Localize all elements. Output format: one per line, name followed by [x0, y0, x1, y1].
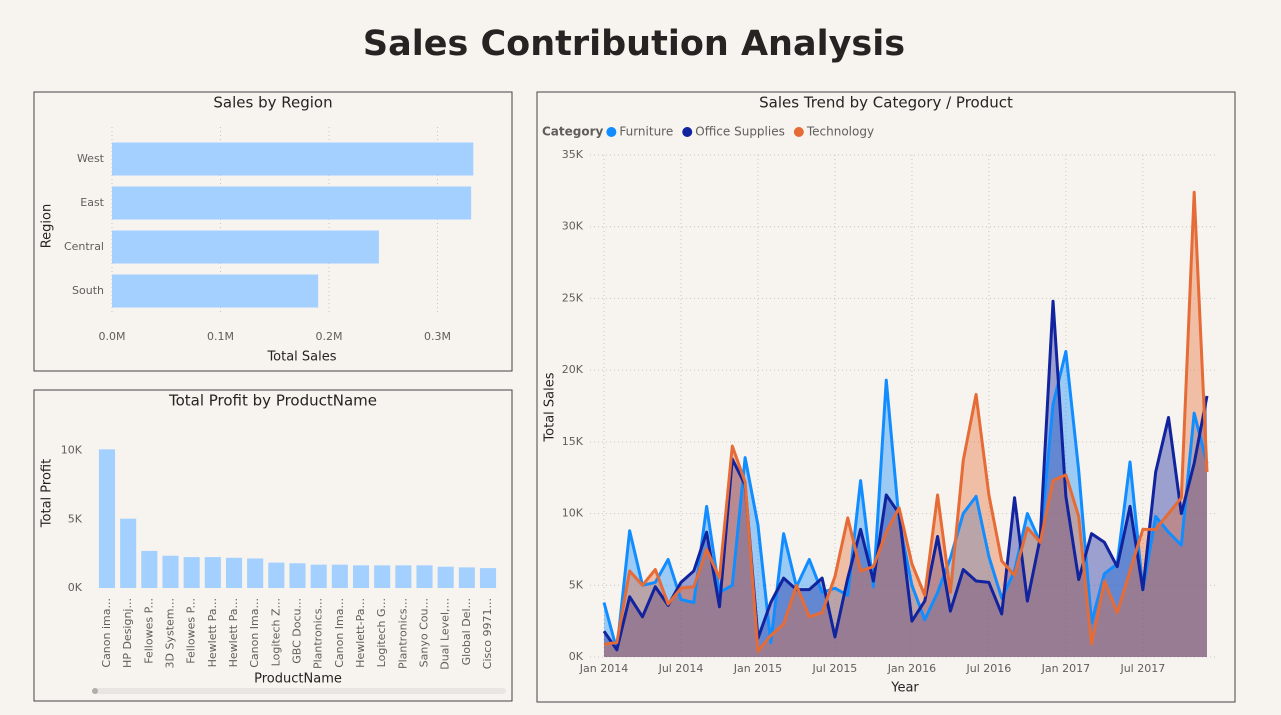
- scrollbar[interactable]: [92, 688, 506, 694]
- y-tick-label: 5K: [569, 578, 584, 591]
- y-tick-label: 10K: [61, 444, 83, 457]
- line: [602, 299, 1209, 652]
- x-tick-label: Jul 2014: [658, 662, 704, 675]
- legend-label: Technology: [806, 125, 874, 139]
- x-tick-label: 3D System...: [163, 598, 176, 668]
- bar: [112, 230, 379, 264]
- y-tick-label: South: [72, 284, 104, 297]
- bar: [437, 566, 454, 588]
- x-axis-title: ProductName: [254, 672, 342, 687]
- x-tick-label: Jul 2015: [812, 662, 858, 675]
- y-tick-label: 25K: [562, 291, 584, 304]
- bar: [374, 565, 391, 588]
- x-tick-label: Jan 2016: [887, 662, 936, 675]
- x-tick-label: Sanyo Cou...: [418, 598, 431, 667]
- x-tick-label: Fellowes P...: [185, 598, 198, 664]
- legend-title: Category: [542, 125, 604, 139]
- bar: [310, 564, 327, 588]
- y-axis-title: Total Sales: [543, 372, 558, 442]
- y-tick-label: 35K: [562, 148, 584, 161]
- bar: [225, 557, 243, 588]
- x-tick-label: Hewlett Pa...: [206, 598, 219, 667]
- y-axis-title: Region: [40, 204, 55, 249]
- x-tick-label: Logitech Z...: [269, 598, 282, 666]
- bar: [112, 274, 319, 308]
- x-tick-label: GBC Docu...: [291, 598, 304, 664]
- x-tick-label: Canon Ima...: [333, 598, 346, 668]
- area: [604, 192, 1207, 657]
- bar: [247, 558, 264, 588]
- x-tick-label: Global Del...: [460, 598, 473, 665]
- panel: [33, 389, 513, 702]
- x-tick-label: Hewlett Pa...: [227, 598, 240, 667]
- x-axis-title: Year: [890, 681, 919, 696]
- y-tick-label: West: [77, 152, 105, 165]
- bar: [395, 565, 412, 588]
- y-tick-label: 15K: [562, 435, 584, 448]
- legend-label: Furniture: [619, 125, 673, 139]
- bar: [162, 555, 179, 588]
- x-axis-title: Total Sales: [266, 350, 336, 365]
- x-tick-label: 0.0M: [99, 330, 126, 343]
- bar: [120, 518, 137, 588]
- x-tick-label: Logitech G...: [375, 598, 388, 667]
- x-tick-label: 0.2M: [316, 330, 343, 343]
- x-tick-label: Canon Ima...: [248, 598, 261, 668]
- x-tick-label: HP Designj...: [121, 598, 134, 668]
- bar: [416, 565, 433, 588]
- dashboard-title: Sales Contribution Analysis: [363, 24, 905, 64]
- line: [603, 190, 1209, 653]
- panel: [536, 91, 1236, 703]
- panel: [33, 91, 513, 372]
- legend-marker: [682, 127, 693, 137]
- x-tick-label: Canon ima...: [100, 598, 113, 668]
- bar: [268, 562, 285, 588]
- y-tick-label: 0K: [569, 650, 584, 663]
- bar: [112, 142, 474, 176]
- bar: [141, 550, 158, 588]
- y-tick-label: 30K: [562, 220, 584, 233]
- y-tick-label: 10K: [562, 507, 584, 520]
- x-tick-label: Plantronics...: [396, 598, 409, 669]
- bar: [289, 563, 306, 588]
- x-tick-label: Jan 2017: [1041, 662, 1090, 675]
- chart-title: Sales by Region: [213, 94, 332, 112]
- legend-label: Office Supplies: [695, 125, 785, 139]
- line: [602, 349, 1209, 652]
- chart-title: Sales Trend by Category / Product: [759, 94, 1013, 112]
- chart-title: Total Profit by ProductName: [168, 392, 377, 410]
- y-axis-title: Total Profit: [40, 459, 55, 528]
- x-tick-label: 0.3M: [424, 330, 451, 343]
- x-tick-label: Jul 2017: [1119, 662, 1165, 675]
- bar: [98, 449, 116, 588]
- y-tick-label: East: [80, 196, 104, 209]
- bar: [458, 567, 475, 588]
- bar: [331, 564, 348, 588]
- x-tick-label: Jul 2016: [966, 662, 1012, 675]
- x-tick-label: Cisco 9971...: [481, 598, 494, 669]
- y-tick-label: Central: [64, 240, 104, 253]
- legend-marker: [606, 127, 617, 137]
- x-tick-label: Jan 2015: [733, 662, 782, 675]
- legend-marker: [793, 127, 804, 137]
- bar: [112, 186, 472, 220]
- area: [604, 351, 1207, 657]
- bar: [352, 565, 370, 588]
- x-tick-label: Hewlett-Pa...: [354, 598, 367, 668]
- x-tick-label: Fellowes P...: [142, 598, 155, 664]
- y-tick-label: 0K: [68, 581, 83, 594]
- bar: [204, 557, 221, 588]
- x-tick-label: 0.1M: [207, 330, 234, 343]
- y-tick-label: 20K: [562, 363, 584, 376]
- bar: [479, 568, 497, 588]
- y-tick-label: 5K: [68, 512, 83, 525]
- x-tick-label: Jan 2014: [579, 662, 628, 675]
- scrollbar-thumb[interactable]: [92, 688, 98, 694]
- bar: [183, 557, 200, 588]
- x-tick-label: Plantronics...: [312, 598, 325, 669]
- x-tick-label: Dual Level,...: [439, 598, 452, 670]
